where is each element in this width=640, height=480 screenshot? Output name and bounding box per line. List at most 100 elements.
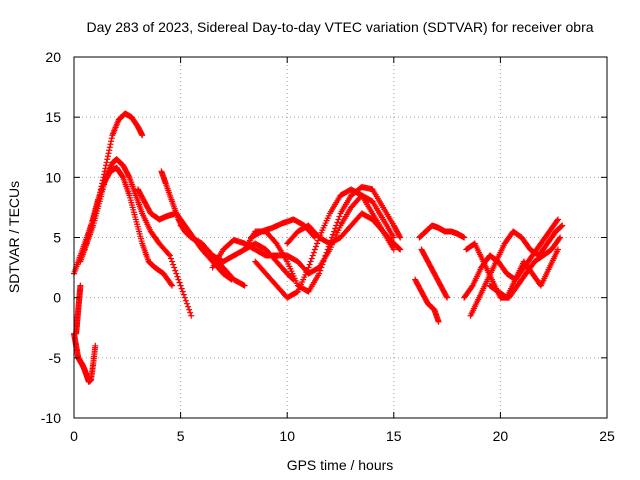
data-point (169, 258, 176, 265)
data-point (331, 228, 338, 235)
data-point (166, 252, 173, 259)
data-point (559, 222, 566, 229)
data-point (108, 138, 115, 145)
data-point (177, 282, 184, 289)
data-point (390, 234, 397, 241)
data-point (557, 223, 564, 230)
y-tick-label: -5 (49, 350, 62, 366)
series-track-13 (412, 276, 442, 325)
data-point (182, 297, 189, 304)
data-point (172, 267, 179, 274)
y-axis-label: SDTVAR / TECUs (6, 181, 22, 293)
data-point (165, 251, 172, 258)
data-point (323, 249, 330, 256)
series-track-18 (486, 246, 561, 301)
data-point (175, 276, 182, 283)
series-track-5 (158, 168, 248, 289)
data-point (554, 217, 561, 224)
data-point (335, 216, 342, 223)
series-track-16 (467, 222, 566, 319)
data-point (557, 234, 564, 241)
data-point (333, 222, 340, 229)
data-point (314, 240, 321, 247)
data-point (390, 246, 397, 253)
data-point (316, 270, 323, 277)
data-point (556, 235, 563, 242)
y-tick-label: 5 (53, 230, 61, 246)
series-track-3 (81, 164, 176, 289)
data-point (554, 246, 561, 253)
data-point (272, 239, 279, 246)
data-point (310, 249, 317, 256)
data-point (105, 150, 112, 157)
data-point (330, 231, 337, 238)
data-point (171, 264, 178, 271)
data-point (108, 135, 115, 142)
x-tick-label: 15 (386, 428, 402, 444)
x-axis-label: GPS time / hours (287, 457, 394, 473)
data-point (311, 234, 318, 241)
series-track-1 (71, 110, 146, 277)
data-point (306, 261, 313, 268)
series-track-6 (177, 222, 297, 283)
data-point (187, 309, 194, 316)
data-point (181, 294, 188, 301)
data-point (107, 141, 114, 148)
series-track-12 (416, 222, 468, 241)
data-point (104, 153, 111, 160)
data-point (332, 225, 339, 232)
data-point (169, 282, 176, 289)
data-point (125, 173, 132, 180)
data-point (92, 342, 99, 349)
data-point (180, 291, 187, 298)
data-point (307, 258, 314, 265)
data-point (396, 233, 403, 240)
x-tick-label: 20 (493, 428, 509, 444)
y-tick-label: 20 (45, 49, 61, 65)
data-point (106, 144, 113, 151)
x-tick-label: 25 (599, 428, 615, 444)
data-point (334, 219, 341, 226)
data-point (309, 252, 316, 259)
y-tick-label: 15 (45, 109, 61, 125)
data-point (312, 243, 319, 250)
data-point (336, 213, 343, 220)
x-tick-label: 5 (177, 428, 185, 444)
data-point (305, 264, 312, 271)
data-point (320, 258, 327, 265)
data-point (119, 173, 126, 180)
data-point (318, 264, 325, 271)
y-tick-label: 10 (45, 169, 61, 185)
data-point (102, 162, 109, 169)
series-track-10 (284, 210, 404, 253)
series-track-11 (247, 216, 318, 241)
data-point (185, 303, 192, 310)
x-tick-label: 10 (279, 428, 295, 444)
data-point (397, 234, 404, 241)
data-point (319, 261, 326, 268)
data-point (103, 159, 110, 166)
axes-layer (73, 56, 608, 419)
data-point (468, 283, 475, 290)
data-point (174, 273, 181, 280)
series-track-19 (71, 330, 99, 385)
data-point (139, 132, 146, 139)
data-point (397, 246, 404, 253)
data-point (186, 306, 193, 313)
data-point (554, 216, 561, 223)
data-points-layer (71, 110, 566, 385)
data-point (176, 279, 183, 286)
data-point (240, 282, 247, 289)
series-track-20 (73, 282, 84, 337)
data-point (308, 255, 315, 262)
series-track-4 (134, 186, 235, 283)
data-point (396, 245, 403, 252)
data-point (435, 318, 442, 325)
data-point (558, 223, 565, 230)
y-tick-label: 0 (53, 290, 61, 306)
data-point (317, 267, 324, 274)
data-point (310, 233, 317, 240)
data-point (395, 245, 402, 252)
data-point (293, 289, 300, 296)
